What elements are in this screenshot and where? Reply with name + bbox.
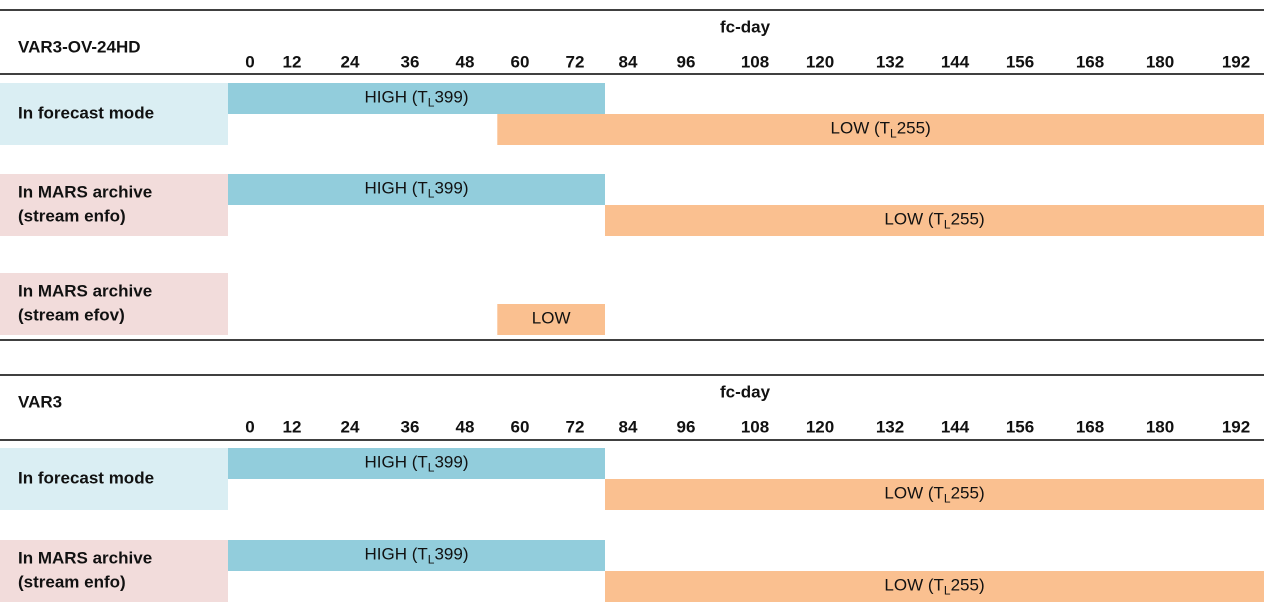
bar-label: HIGH (TL399) — [365, 179, 469, 201]
bar-label: HIGH (TL399) — [365, 88, 469, 110]
bar-label-part: L — [890, 127, 897, 141]
row-label: In MARS archive — [18, 548, 152, 567]
resolution-bar — [228, 83, 605, 114]
hour-label: 168 — [1076, 417, 1104, 436]
row-label: (stream enfo) — [18, 572, 126, 591]
resolution-bar — [228, 540, 605, 571]
header: fc-day — [720, 17, 771, 36]
bar-label: HIGH (TL399) — [365, 453, 469, 475]
bar-label-part: LOW (T — [884, 576, 944, 595]
row-label: (stream enfo) — [18, 206, 126, 225]
row-label-bg — [0, 83, 228, 145]
row-label: In forecast mode — [18, 468, 154, 487]
bar-label-part: LOW (T — [884, 484, 944, 503]
hour-label: 96 — [677, 417, 696, 436]
bar-label-part: L — [428, 461, 435, 475]
bar-label-part: 255) — [897, 119, 931, 138]
bar-label-part: L — [428, 553, 435, 567]
hour-label: 72 — [566, 417, 585, 436]
hour-label: 48 — [456, 52, 475, 71]
bar-label: HIGH (TL399) — [365, 545, 469, 567]
hour-label: 192 — [1222, 417, 1250, 436]
hour-label: 132 — [876, 417, 904, 436]
hour-label: 0 — [245, 52, 254, 71]
bar-label-part: 255) — [951, 576, 985, 595]
bar-label: LOW — [532, 309, 571, 328]
bar-label-part: L — [944, 218, 951, 232]
hour-label: 144 — [941, 417, 970, 436]
hour-label: 156 — [1006, 417, 1034, 436]
hour-label: 12 — [283, 52, 302, 71]
resolution-bar — [228, 174, 605, 205]
bar-label-part: 399) — [434, 179, 468, 198]
hour-label: 0 — [245, 417, 254, 436]
table-title: VAR3 — [18, 392, 62, 411]
hour-label: 108 — [741, 52, 769, 71]
hour-label: 180 — [1146, 52, 1174, 71]
bar-label-part: 399) — [434, 453, 468, 472]
hour-label: 60 — [511, 52, 530, 71]
bar-label-part: 255) — [951, 484, 985, 503]
bar-label-part: 255) — [951, 210, 985, 229]
hour-label: 96 — [677, 52, 696, 71]
resolution-bar — [497, 304, 605, 335]
hour-label: 144 — [941, 52, 970, 71]
hour-label: 24 — [341, 417, 360, 436]
hour-label: 168 — [1076, 52, 1104, 71]
bar-label-part: L — [944, 584, 951, 598]
bar-label-part: LOW (T — [884, 210, 944, 229]
bar-label-part: HIGH (T — [365, 179, 428, 198]
hour-label: 36 — [401, 417, 420, 436]
bar-label-part: HIGH (T — [365, 545, 428, 564]
table-title: VAR3-OV-24HD — [18, 37, 141, 56]
bar-label-part: LOW — [532, 309, 571, 328]
hour-label: 108 — [741, 417, 769, 436]
row-label: (stream efov) — [18, 305, 125, 324]
bar-label-part: L — [428, 96, 435, 110]
hour-label: 60 — [511, 417, 530, 436]
row-label-bg — [0, 273, 228, 335]
hour-label: 24 — [341, 52, 360, 71]
hour-label: 120 — [806, 417, 834, 436]
bar-label: LOW (TL255) — [831, 119, 931, 141]
resolution-bar — [605, 571, 1264, 602]
hour-label: 48 — [456, 417, 475, 436]
hour-label: 156 — [1006, 52, 1034, 71]
hour-label: 84 — [619, 417, 638, 436]
bar-label-part: L — [944, 492, 951, 506]
row-label-bg — [0, 540, 228, 602]
bar-label-part: 399) — [434, 88, 468, 107]
hour-label: 132 — [876, 52, 904, 71]
bar-label-part: HIGH (T — [365, 88, 428, 107]
bar-label: LOW (TL255) — [884, 210, 984, 232]
resolution-bar — [605, 205, 1264, 236]
bar-label-part: 399) — [434, 545, 468, 564]
bar-label-part: HIGH (T — [365, 453, 428, 472]
hour-label: 120 — [806, 52, 834, 71]
resolution-bar — [228, 448, 605, 479]
bar-label: LOW (TL255) — [884, 484, 984, 506]
row-label-bg — [0, 174, 228, 236]
row-label: In forecast mode — [18, 103, 154, 122]
resolution-bar — [497, 114, 1264, 145]
hour-label: 12 — [283, 417, 302, 436]
hour-label: 36 — [401, 52, 420, 71]
header: fc-day — [720, 382, 771, 401]
row-label: In MARS archive — [18, 281, 152, 300]
hour-label: 180 — [1146, 417, 1174, 436]
bar-label-part: L — [428, 187, 435, 201]
resolution-bar — [605, 479, 1264, 510]
row-label: In MARS archive — [18, 182, 152, 201]
hour-label: 72 — [566, 52, 585, 71]
hour-label: 192 — [1222, 52, 1250, 71]
hour-label: 84 — [619, 52, 638, 71]
bar-label-part: LOW (T — [831, 119, 891, 138]
bar-label: LOW (TL255) — [884, 576, 984, 598]
row-label-bg — [0, 448, 228, 510]
